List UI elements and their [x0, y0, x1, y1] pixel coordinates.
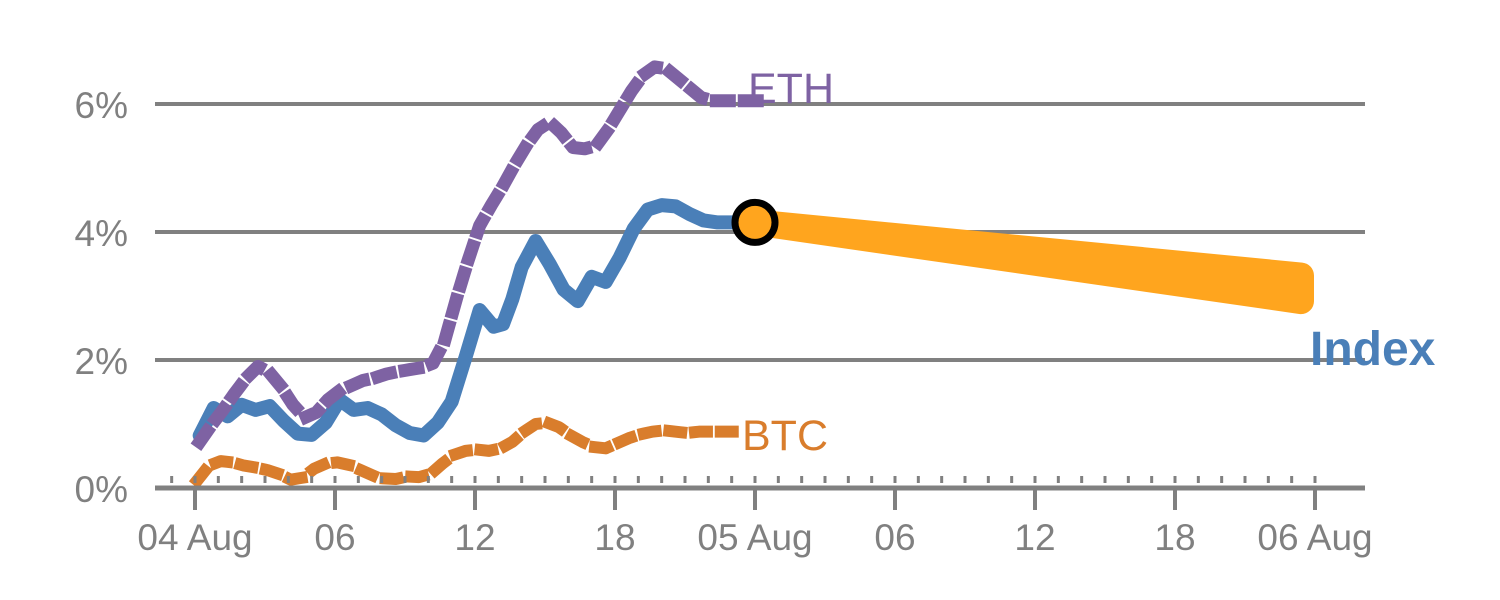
x-tick-label-5: 06: [874, 517, 915, 558]
x-tick-label-4: 05 Aug: [697, 517, 812, 558]
series-label-btc: BTC: [742, 412, 828, 460]
x-tick-label-6: 12: [1014, 517, 1055, 558]
y-tick-label-0: 0%: [75, 469, 128, 510]
x-tick-label-0: 04 Aug: [137, 517, 252, 558]
x-tick-label-1: 06: [314, 517, 355, 558]
series-labels-group: Index ETH BTC: [742, 65, 1436, 460]
forecast-start-marker[interactable]: [731, 198, 779, 246]
forecast-start-marker-group[interactable]: [731, 198, 779, 246]
forecast-band-group: [742, 209, 1314, 315]
y-tick-label-1: 2%: [75, 341, 128, 382]
series-label-eth: ETH: [748, 65, 834, 113]
x-axis-group: [155, 476, 1365, 510]
y-tick-label-3: 6%: [75, 85, 128, 126]
series-line-eth: [190, 60, 778, 451]
x-tick-label-3: 18: [594, 517, 635, 558]
series-line-btc: [188, 416, 752, 489]
y-tick-labels-group: 0% 2% 4% 6%: [75, 85, 128, 510]
series-label-index: Index: [1310, 323, 1436, 376]
y-tick-label-2: 4%: [75, 213, 128, 254]
series-line-index: [192, 198, 762, 443]
x-tick-label-7: 18: [1154, 517, 1195, 558]
x-tick-label-2: 12: [454, 517, 495, 558]
x-tick-label-8: 06 Aug: [1257, 517, 1372, 558]
series-group: [188, 60, 778, 489]
x-tick-labels-group: 04 Aug 06 12 18 05 Aug 06 12 18 06 Aug: [137, 517, 1372, 558]
forecast-band: [742, 209, 1314, 315]
